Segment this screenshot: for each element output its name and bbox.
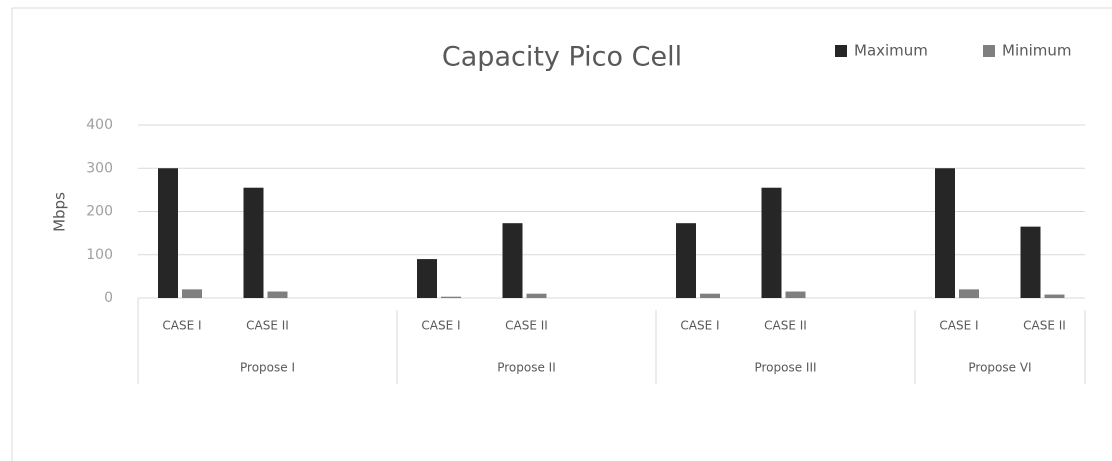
x-tick-label: CASE II — [1023, 319, 1066, 333]
y-tick-label: 100 — [86, 247, 113, 263]
chart-frame — [11, 7, 1112, 461]
x-tick-label: CASE I — [162, 319, 201, 333]
legend-swatch — [835, 45, 847, 57]
legend-label: Maximum — [854, 42, 928, 60]
chart-title: Capacity Pico Cell — [442, 42, 682, 73]
bar — [676, 223, 696, 298]
bar — [441, 296, 461, 298]
group-label: Propose II — [497, 361, 556, 375]
legend-label: Minimum — [1002, 42, 1072, 60]
x-tick-label: CASE II — [246, 319, 289, 333]
bar — [182, 289, 202, 298]
x-tick-label: CASE II — [505, 319, 548, 333]
y-tick-label: 200 — [86, 204, 113, 220]
bar — [1020, 226, 1041, 298]
x-tick-label: CASE I — [680, 319, 719, 333]
x-tick-label: CASE II — [764, 319, 807, 333]
x-tick-label: CASE I — [421, 319, 460, 333]
bar — [700, 293, 720, 298]
bar — [417, 259, 437, 298]
y-tick-label: 300 — [86, 160, 113, 176]
group-label: Propose I — [240, 361, 295, 375]
bar — [502, 223, 523, 298]
bar — [243, 187, 264, 298]
bar — [1044, 294, 1065, 298]
bar — [959, 289, 979, 298]
bar — [785, 291, 806, 298]
x-tick-label: CASE I — [939, 319, 978, 333]
y-tick-label: 400 — [86, 117, 113, 133]
bar — [761, 187, 782, 298]
bar — [267, 291, 288, 298]
group-label: Propose VI — [968, 361, 1031, 375]
group-label: Propose III — [754, 361, 816, 375]
bar — [526, 293, 547, 298]
y-tick-label: 0 — [104, 290, 113, 306]
bar — [935, 168, 955, 298]
legend-swatch — [983, 45, 995, 57]
y-axis-label: Mbps — [51, 192, 69, 232]
bar — [158, 168, 178, 298]
